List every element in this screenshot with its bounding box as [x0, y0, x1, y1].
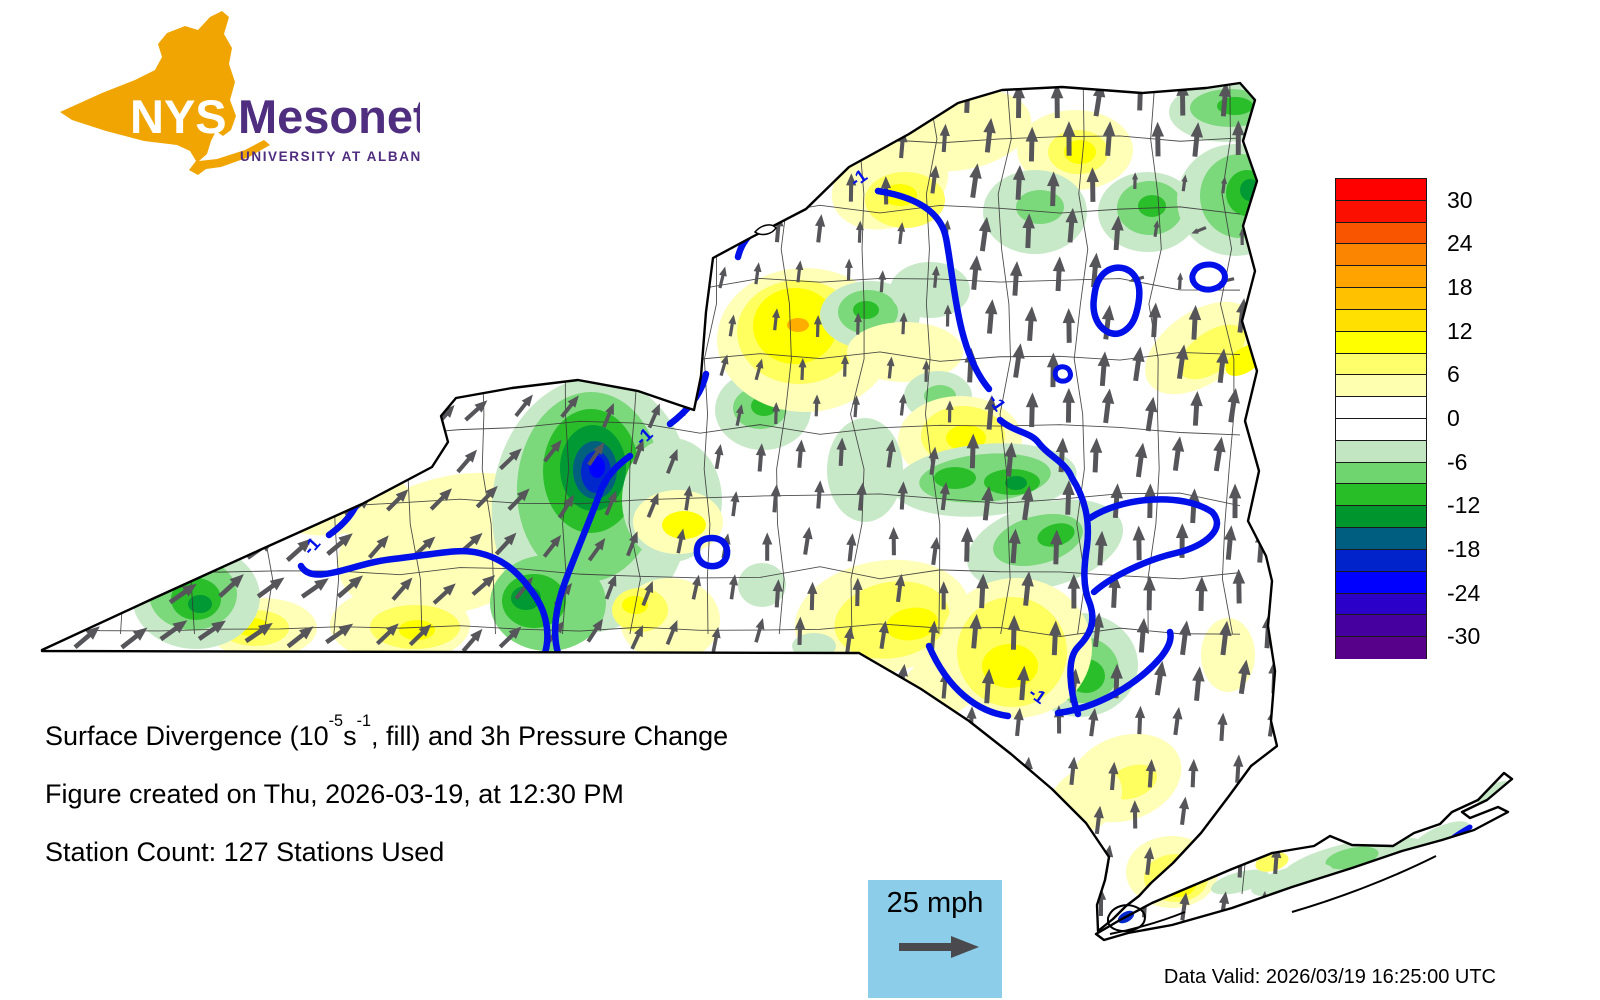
colorbar-segment [1335, 221, 1427, 245]
figure-captions: Surface Divergence (10-5s-1, fill) and 3… [45, 712, 729, 897]
reference-arrow-icon [899, 936, 979, 958]
divergence-blob [853, 301, 879, 319]
colorbar-segment [1335, 636, 1427, 659]
superscript-exponent: -1 [356, 712, 371, 731]
figure-created-line: Figure created on Thu, 2026-03-19, at 12… [45, 779, 624, 809]
colorbar-tick-label: -30 [1447, 623, 1481, 650]
colorbar-segment [1335, 178, 1427, 201]
colorbar-tick-label: -18 [1447, 535, 1481, 562]
colorbar-tick-label: 0 [1447, 405, 1460, 431]
colorbar-segment [1335, 308, 1427, 332]
divergence-blob [886, 607, 938, 641]
divergence-blob [210, 405, 306, 451]
divergence-blob [1138, 195, 1166, 217]
colorbar-tick-label: 6 [1447, 361, 1460, 388]
superscript-exponent: -5 [328, 712, 344, 731]
wind-speed-reference-label: 25 mph [886, 887, 984, 919]
colorbar-segment [1335, 548, 1427, 572]
colorbar-tick-label: -24 [1447, 579, 1481, 606]
colorbar-segment [1335, 243, 1427, 267]
divergence-blob [1210, 869, 1270, 895]
colorbar-segment [1335, 439, 1427, 463]
colorbar-segment [1335, 592, 1427, 616]
colorbar-segment [1335, 374, 1427, 398]
colorbar-tick-label: 18 [1447, 274, 1473, 301]
colorbar-segment [1335, 199, 1427, 223]
divergence-blob [1251, 863, 1333, 897]
colorbar-segment [1335, 505, 1427, 529]
divergence-blob [787, 318, 809, 332]
barrier-island-line [1109, 911, 1186, 935]
logo-university-text: UNIVERSITY AT ALBANY [240, 149, 420, 164]
ny-state-logo-shape [60, 11, 270, 175]
data-valid-timestamp: Data Valid: 2026/03/19 16:25:00 UTC [1163, 966, 1496, 988]
colorbar-segment [1335, 352, 1427, 376]
colorbar-segment [1335, 527, 1427, 550]
colorbar-segment [1335, 614, 1427, 638]
colorbar-segment [1335, 396, 1427, 419]
long-island-border [1094, 771, 1514, 942]
logo-mesonet-text: Mesonet [238, 90, 420, 143]
colorbar-tick-label: -6 [1447, 448, 1468, 475]
divergence-blob [188, 595, 212, 613]
colorbar-segment [1335, 265, 1427, 289]
colorbar-tick-label: 30 [1447, 186, 1473, 213]
logo-nys-text: NYS [130, 90, 227, 143]
divergence-blob [847, 322, 963, 382]
divergence-blob [1016, 190, 1064, 224]
divergence-blob [1064, 140, 1096, 164]
station-count-line: Station Count: 127 Stations Used [45, 837, 445, 867]
figure-title: Surface Divergence (10-5s-1, fill) and 3… [45, 712, 729, 751]
divergence-blob [827, 418, 903, 522]
small-island [753, 224, 777, 236]
divergence-blob [226, 413, 274, 439]
colorbar-segment [1335, 483, 1427, 507]
colorbar-segment [1335, 461, 1427, 485]
divergence-blob [934, 467, 976, 489]
colorbar-tick-label: 24 [1447, 230, 1473, 257]
wind-speed-reference-box: 25 mph [868, 880, 1002, 998]
colorbar-tick-label: -12 [1447, 492, 1481, 519]
colorbar-segment [1335, 287, 1427, 310]
barrier-island-line [1291, 855, 1437, 913]
state-border [40, 81, 1279, 933]
divergence-blob [662, 511, 706, 539]
divergence-blob [170, 390, 360, 474]
colorbar-segment [1335, 570, 1427, 594]
colorbar-segment [1335, 330, 1427, 354]
divergence-blob [1005, 476, 1027, 490]
colorbar-segment [1335, 418, 1427, 441]
nys-mesonet-logo: NYS Mesonet UNIVERSITY AT ALBANY [40, 0, 420, 205]
staten-island-border [1107, 904, 1146, 933]
divergence-blob [738, 563, 786, 607]
colorbar-tick-label: 12 [1447, 317, 1473, 344]
divergence-colorbar: 30 24 18 12 6 0 -6 -12 -18 -24 -30 [1335, 178, 1480, 659]
